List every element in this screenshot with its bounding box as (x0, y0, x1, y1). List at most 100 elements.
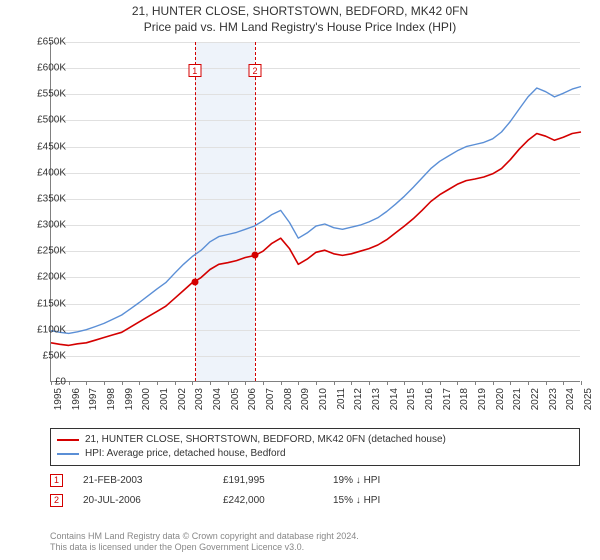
x-tick (457, 381, 458, 385)
x-axis-label: 2023 (548, 388, 559, 410)
x-tick (316, 381, 317, 385)
series-line (51, 87, 581, 334)
x-tick (228, 381, 229, 385)
y-axis-label: £550K (37, 89, 66, 100)
chart-area: 12 (50, 42, 580, 382)
x-tick (175, 381, 176, 385)
sales-row: 2 20-JUL-2006 £242,000 15% ↓ HPI (50, 490, 580, 510)
x-tick (475, 381, 476, 385)
footer: Contains HM Land Registry data © Crown c… (50, 531, 580, 554)
x-tick (440, 381, 441, 385)
sale-marker-point (191, 278, 198, 285)
x-axis-label: 2016 (424, 388, 435, 410)
x-axis-label: 2003 (194, 388, 205, 410)
x-axis-label: 2018 (459, 388, 470, 410)
x-axis-label: 2020 (495, 388, 506, 410)
x-axis-label: 2002 (177, 388, 188, 410)
x-axis-label: 2015 (406, 388, 417, 410)
sale-hpi-diff: 15% ↓ HPI (333, 495, 433, 506)
sale-marker-box: 2 (50, 494, 63, 507)
legend-row: 21, HUNTER CLOSE, SHORTSTOWN, BEDFORD, M… (57, 433, 573, 447)
title-line-1: 21, HUNTER CLOSE, SHORTSTOWN, BEDFORD, M… (0, 4, 600, 20)
x-tick (563, 381, 564, 385)
x-tick (281, 381, 282, 385)
legend: 21, HUNTER CLOSE, SHORTSTOWN, BEDFORD, M… (50, 428, 580, 466)
y-axis-label: £350K (37, 193, 66, 204)
x-axis-label: 1996 (71, 388, 82, 410)
x-tick (298, 381, 299, 385)
footer-line-2: This data is licensed under the Open Gov… (50, 542, 580, 554)
y-axis-label: £0 (55, 377, 66, 388)
x-axis-label: 2001 (159, 388, 170, 410)
y-axis-label: £50K (43, 350, 66, 361)
x-axis-label: 2017 (442, 388, 453, 410)
x-axis-label: 2010 (318, 388, 329, 410)
x-axis-label: 2000 (141, 388, 152, 410)
x-tick (86, 381, 87, 385)
x-axis-label: 2011 (336, 388, 347, 410)
x-tick (387, 381, 388, 385)
legend-row: HPI: Average price, detached house, Bedf… (57, 447, 573, 461)
x-axis-label: 1998 (106, 388, 117, 410)
sale-marker-box: 1 (188, 64, 201, 77)
x-tick (546, 381, 547, 385)
x-tick (528, 381, 529, 385)
x-axis-label: 2008 (283, 388, 294, 410)
x-tick (351, 381, 352, 385)
legend-label: HPI: Average price, detached house, Bedf… (85, 447, 286, 461)
x-tick (157, 381, 158, 385)
x-axis-label: 2009 (300, 388, 311, 410)
x-axis-label: 2019 (477, 388, 488, 410)
sale-date: 20-JUL-2006 (83, 495, 223, 506)
y-axis-label: £150K (37, 298, 66, 309)
y-axis-label: £200K (37, 272, 66, 283)
sales-table: 1 21-FEB-2003 £191,995 19% ↓ HPI 2 20-JU… (50, 470, 580, 510)
sales-row: 1 21-FEB-2003 £191,995 19% ↓ HPI (50, 470, 580, 490)
x-axis-label: 2004 (212, 388, 223, 410)
x-tick (139, 381, 140, 385)
x-axis-label: 1999 (124, 388, 135, 410)
x-tick (493, 381, 494, 385)
x-tick (404, 381, 405, 385)
x-tick (245, 381, 246, 385)
sale-marker-box: 1 (50, 474, 63, 487)
y-axis-label: £600K (37, 63, 66, 74)
x-axis-label: 2024 (565, 388, 576, 410)
x-tick (210, 381, 211, 385)
x-tick (69, 381, 70, 385)
x-axis-label: 1995 (53, 388, 64, 410)
y-axis-label: £300K (37, 220, 66, 231)
x-axis-label: 2006 (247, 388, 258, 410)
line-series-svg (51, 42, 581, 382)
x-axis-label: 2021 (512, 388, 523, 410)
x-tick (581, 381, 582, 385)
sale-price: £242,000 (223, 495, 333, 506)
x-axis-label: 2012 (353, 388, 364, 410)
series-line (51, 132, 581, 345)
x-tick (510, 381, 511, 385)
x-tick (369, 381, 370, 385)
x-axis-label: 2007 (265, 388, 276, 410)
x-tick (334, 381, 335, 385)
title-line-2: Price paid vs. HM Land Registry's House … (0, 20, 600, 36)
y-axis-label: £400K (37, 167, 66, 178)
y-axis-label: £650K (37, 37, 66, 48)
x-tick (192, 381, 193, 385)
legend-swatch (57, 453, 79, 455)
footer-line-1: Contains HM Land Registry data © Crown c… (50, 531, 580, 543)
sale-price: £191,995 (223, 475, 333, 486)
x-tick (122, 381, 123, 385)
x-axis-label: 2005 (230, 388, 241, 410)
x-axis-label: 2025 (583, 388, 594, 410)
y-axis-label: £250K (37, 246, 66, 257)
sale-date: 21-FEB-2003 (83, 475, 223, 486)
x-axis-label: 2013 (371, 388, 382, 410)
x-tick (104, 381, 105, 385)
sale-marker-box: 2 (249, 64, 262, 77)
y-axis-label: £500K (37, 115, 66, 126)
sale-marker-point (252, 252, 259, 259)
legend-swatch (57, 439, 79, 441)
y-axis-label: £450K (37, 141, 66, 152)
legend-label: 21, HUNTER CLOSE, SHORTSTOWN, BEDFORD, M… (85, 433, 446, 447)
x-tick (263, 381, 264, 385)
